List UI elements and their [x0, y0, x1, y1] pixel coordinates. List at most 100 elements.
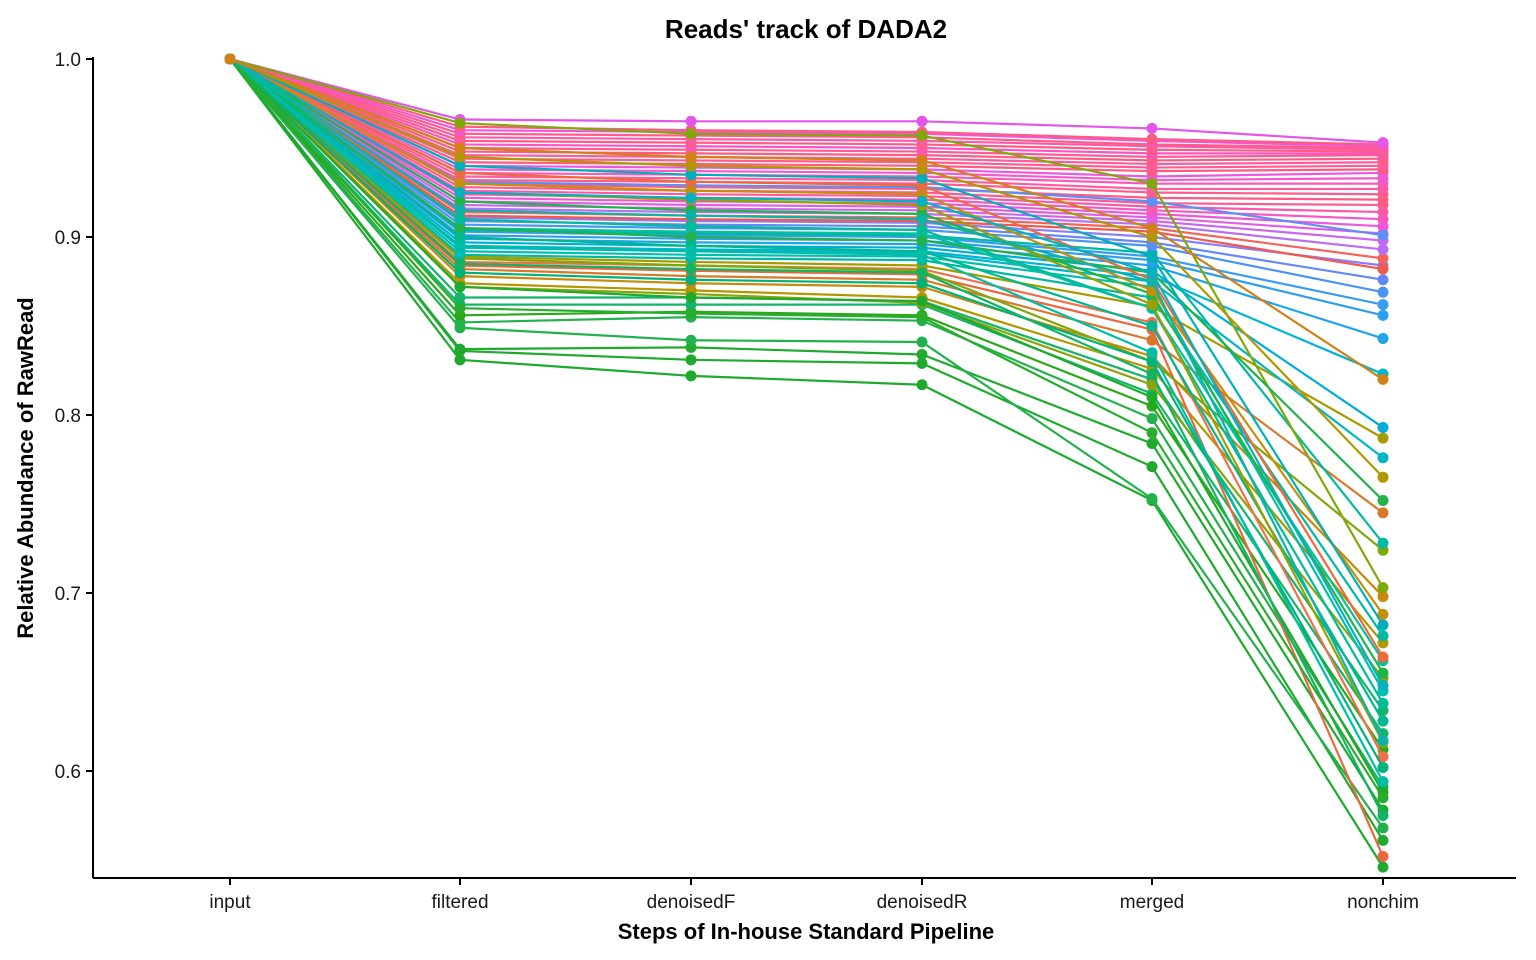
data-point	[1377, 715, 1389, 727]
data-point	[1377, 471, 1389, 483]
data-point	[1377, 582, 1389, 594]
data-point	[1377, 243, 1389, 255]
data-point	[685, 115, 697, 127]
data-point	[1377, 373, 1389, 385]
series-line	[229, 58, 1384, 788]
x-tick-label: input	[209, 892, 251, 913]
series-line	[229, 58, 1384, 429]
data-point	[454, 281, 466, 293]
data-point	[916, 115, 928, 127]
series-group	[224, 53, 1389, 631]
data-point	[1377, 680, 1389, 692]
data-point	[916, 277, 928, 289]
data-point	[685, 263, 697, 275]
data-point	[1377, 735, 1389, 747]
data-point	[1377, 332, 1389, 344]
series-line	[229, 58, 1384, 829]
series-line	[229, 58, 1384, 514]
series-line	[229, 58, 1384, 793]
data-point	[1377, 537, 1389, 549]
y-tick-label: 0.6	[55, 762, 81, 783]
data-point	[916, 295, 928, 307]
series-line	[229, 57, 1384, 169]
x-tick-label: denoisedF	[647, 892, 736, 913]
series-line	[229, 57, 1383, 155]
series-line	[229, 57, 1384, 150]
data-point	[685, 169, 697, 181]
series-line	[229, 58, 1384, 687]
series-line	[229, 57, 1384, 146]
data-point	[454, 258, 466, 270]
data-point	[224, 53, 236, 65]
series-line	[229, 58, 1384, 742]
series-line	[229, 58, 1385, 857]
x-tick-label: filtered	[431, 892, 488, 913]
data-point	[454, 343, 466, 355]
series-line	[229, 58, 1384, 306]
series-line	[229, 58, 1384, 271]
series-line	[229, 58, 1384, 242]
data-point	[454, 178, 466, 190]
chart-title: Reads' track of DADA2	[665, 14, 947, 44]
x-tick-label: nonchim	[1347, 892, 1419, 913]
series-line	[229, 57, 1384, 589]
y-tick-label: 1.0	[55, 50, 81, 71]
data-point	[1146, 493, 1158, 505]
series-line	[229, 58, 1384, 440]
data-point	[454, 267, 466, 279]
data-point	[454, 354, 466, 366]
data-point	[1377, 591, 1389, 603]
data-point	[1377, 751, 1389, 763]
series-line	[229, 58, 1384, 544]
series-line	[229, 58, 1383, 191]
series-line	[229, 58, 1384, 237]
data-point	[1377, 619, 1389, 631]
data-point	[916, 336, 928, 348]
data-point	[685, 151, 697, 163]
x-axis-title: Steps of In-house Standard Pipeline	[618, 919, 995, 944]
data-point	[1146, 251, 1158, 263]
x-axis-ticks: input filtered denoisedF denoisedR merged non…	[209, 878, 1419, 913]
series-line	[229, 58, 1384, 658]
data-point	[1146, 347, 1158, 359]
data-point	[685, 292, 697, 304]
series-line	[229, 58, 1384, 182]
data-point	[916, 235, 928, 247]
data-point	[1146, 413, 1158, 425]
series-line	[229, 58, 1384, 768]
series-line	[229, 57, 1384, 148]
series-group	[224, 53, 1389, 385]
series-group	[224, 53, 1389, 483]
data-point	[454, 213, 466, 225]
series-line	[229, 57, 1384, 381]
data-point	[1377, 834, 1389, 846]
data-point	[454, 142, 466, 154]
data-point	[1377, 432, 1389, 444]
series-line	[229, 58, 1384, 267]
data-point	[1377, 309, 1389, 321]
data-point	[454, 204, 466, 216]
series-line	[229, 58, 1384, 799]
data-point	[1377, 792, 1389, 804]
data-point	[916, 130, 928, 142]
data-point	[1377, 761, 1389, 773]
data-point	[916, 213, 928, 225]
data-point	[685, 220, 697, 232]
data-point	[1146, 461, 1158, 473]
data-point	[1146, 299, 1158, 311]
data-point	[1377, 810, 1389, 821]
data-point	[1377, 274, 1389, 286]
series-line	[229, 58, 1384, 281]
data-point	[916, 267, 928, 279]
data-point	[916, 224, 928, 236]
series-group	[224, 53, 1389, 804]
data-point	[454, 160, 466, 172]
data-point	[685, 308, 697, 320]
data-point	[685, 192, 697, 204]
series-line	[229, 57, 1384, 479]
series-line	[229, 58, 1384, 704]
data-point	[1377, 252, 1389, 264]
data-point	[1377, 229, 1389, 241]
data-point	[1377, 630, 1389, 642]
data-point	[454, 240, 466, 252]
